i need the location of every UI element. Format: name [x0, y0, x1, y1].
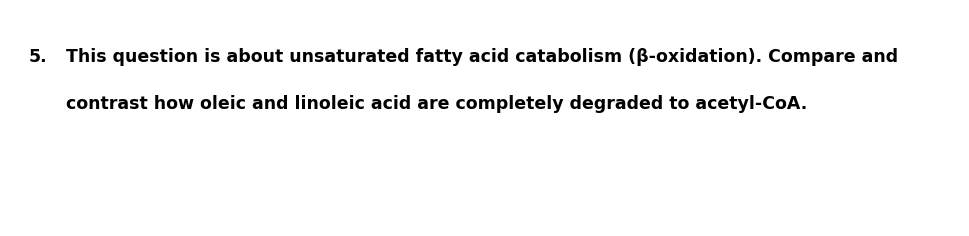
Text: This question is about unsaturated fatty acid catabolism (β-oxidation). Compare : This question is about unsaturated fatty…	[66, 48, 897, 66]
Text: contrast how oleic and linoleic acid are completely degraded to acetyl-CoA.: contrast how oleic and linoleic acid are…	[66, 95, 806, 113]
Text: 5.: 5.	[29, 48, 47, 66]
